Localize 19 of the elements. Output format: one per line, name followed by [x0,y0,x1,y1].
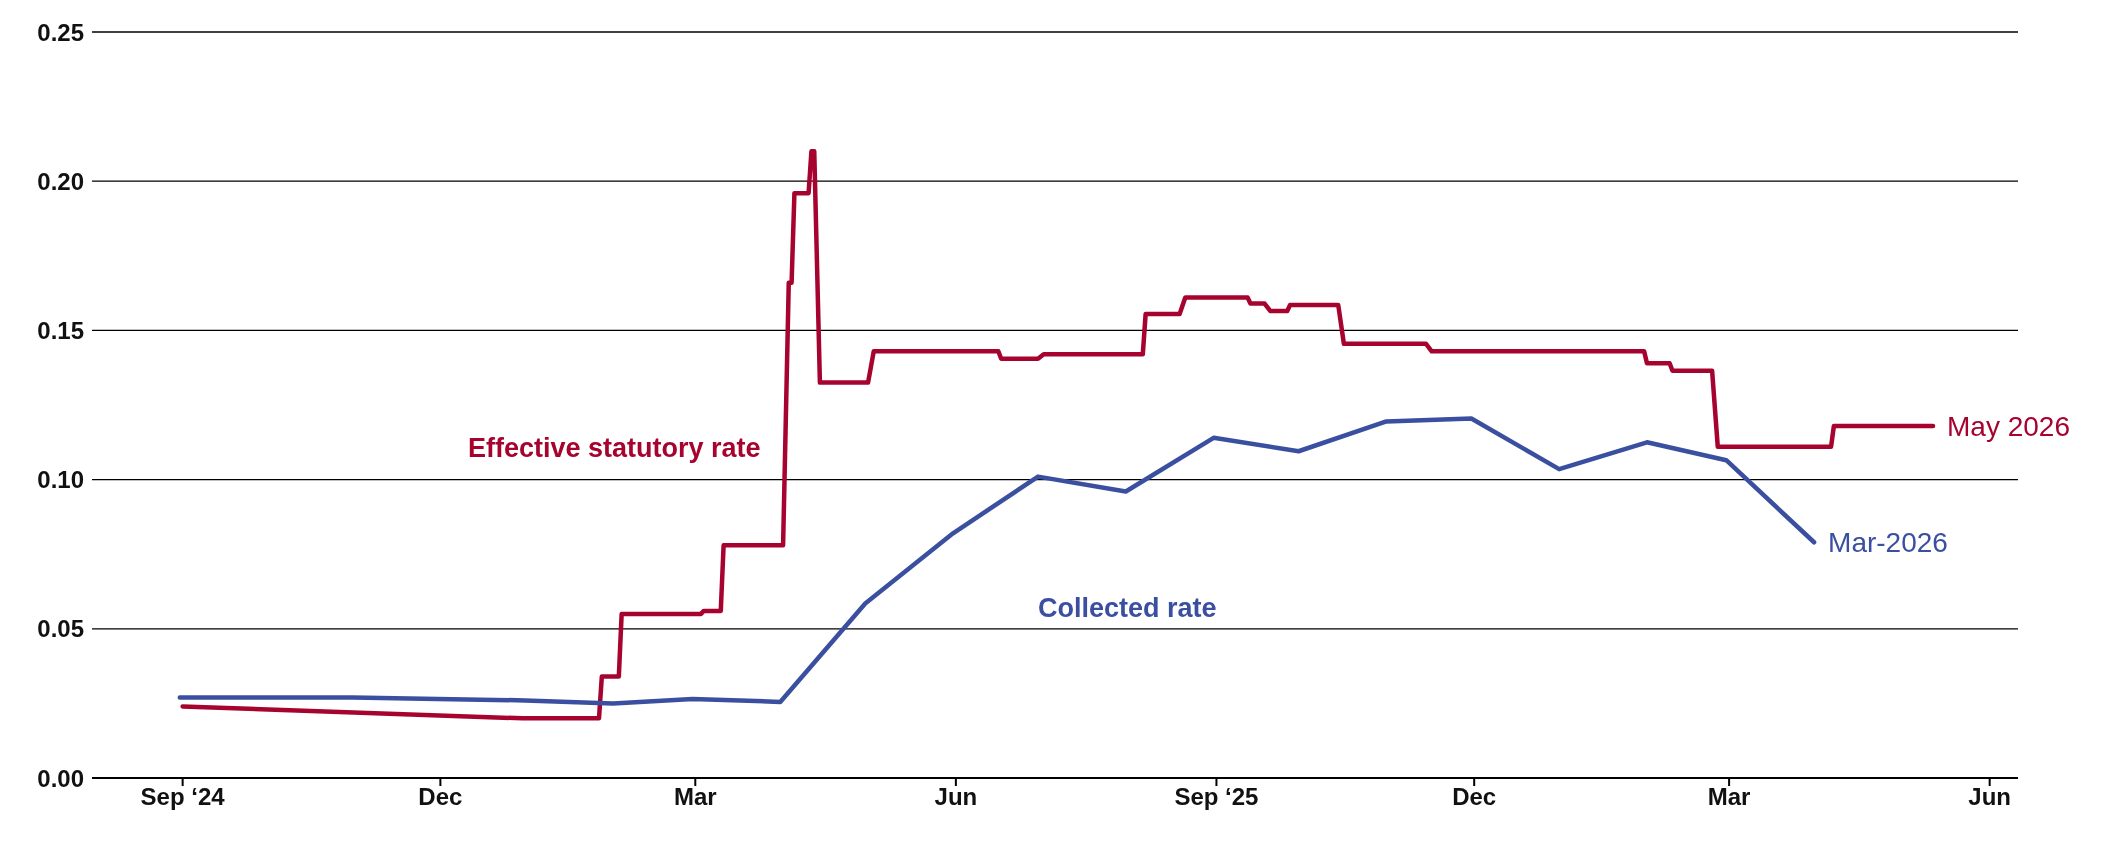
x-tick-label: Mar [1707,783,1751,811]
y-tick-label: 0.00 [37,764,84,792]
series-label: Effective statutory rate [468,433,761,464]
y-tick-label: 0.10 [37,466,84,494]
y-tick-label: 0.25 [37,18,84,46]
x-tick-label: Dec [1452,783,1497,811]
y-tick-label: 0.05 [37,615,84,643]
x-tick-label: Dec [418,783,463,811]
x-tick-label: Sep ‘25 [1174,783,1259,811]
text: Collected rate [1038,593,1217,624]
x-tick-label: Jun [934,783,978,811]
line-series [177,416,1817,706]
y-tick-label: 0.15 [37,316,84,344]
x-tick-label: Sep ‘24 [140,783,226,811]
annotation: May 2026 [1947,410,2070,442]
y-tick-label: 0.20 [37,167,84,195]
x-tick-label: Jun [1968,783,2012,811]
x-tick-label: Mar [673,783,717,811]
annotation: Mar-2026 [1828,527,1948,559]
